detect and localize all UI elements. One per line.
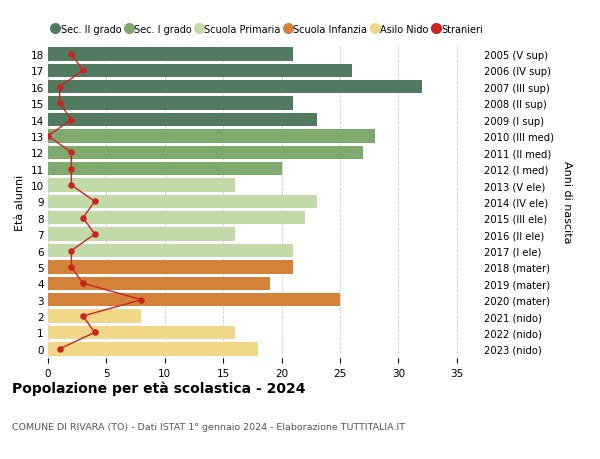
Point	[55, 345, 64, 353]
Point	[43, 133, 53, 140]
Bar	[48, 244, 293, 257]
Point	[67, 182, 76, 189]
Point	[78, 67, 88, 75]
Point	[67, 117, 76, 124]
Bar	[48, 146, 363, 160]
Y-axis label: Età alunni: Età alunni	[15, 174, 25, 230]
Bar	[48, 162, 281, 176]
Bar	[48, 310, 142, 323]
Point	[78, 280, 88, 287]
Bar	[48, 113, 317, 127]
Bar	[48, 130, 375, 143]
Point	[137, 297, 146, 304]
Point	[55, 100, 64, 107]
Bar	[48, 48, 293, 62]
Y-axis label: Anni di nascita: Anni di nascita	[563, 161, 572, 243]
Bar	[48, 326, 235, 339]
Point	[67, 263, 76, 271]
Point	[67, 149, 76, 157]
Point	[67, 166, 76, 173]
Point	[90, 231, 100, 238]
Bar	[48, 342, 258, 356]
Bar	[48, 179, 235, 192]
Legend: Sec. II grado, Sec. I grado, Scuola Primaria, Scuola Infanzia, Asilo Nido, Stran: Sec. II grado, Sec. I grado, Scuola Prim…	[53, 25, 483, 35]
Point	[90, 329, 100, 336]
Point	[78, 313, 88, 320]
Bar	[48, 212, 305, 225]
Point	[67, 247, 76, 255]
Text: Popolazione per età scolastica - 2024: Popolazione per età scolastica - 2024	[12, 381, 305, 396]
Point	[78, 215, 88, 222]
Text: COMUNE DI RIVARA (TO) - Dati ISTAT 1° gennaio 2024 - Elaborazione TUTTITALIA.IT: COMUNE DI RIVARA (TO) - Dati ISTAT 1° ge…	[12, 422, 405, 431]
Point	[67, 51, 76, 59]
Bar	[48, 261, 293, 274]
Bar	[48, 97, 293, 111]
Bar	[48, 293, 340, 307]
Bar	[48, 65, 352, 78]
Bar	[48, 195, 317, 209]
Point	[90, 198, 100, 206]
Bar	[48, 81, 422, 94]
Bar	[48, 277, 270, 291]
Bar	[48, 228, 235, 241]
Point	[55, 84, 64, 91]
